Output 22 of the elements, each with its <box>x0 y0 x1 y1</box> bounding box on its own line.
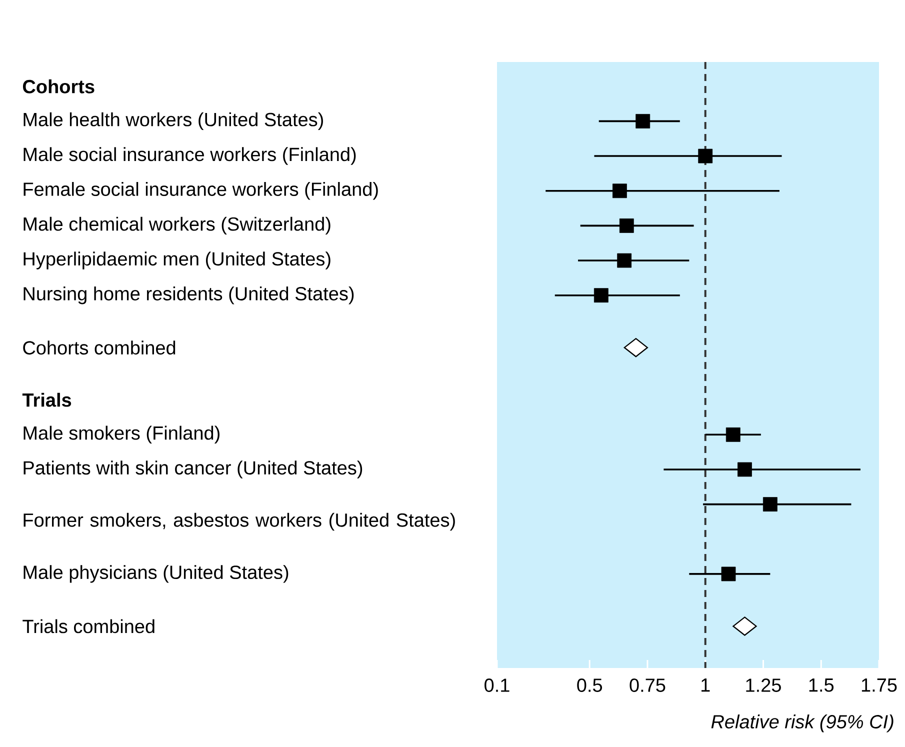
y-tick-label: Patients with skin cancer (United States) <box>24 460 362 478</box>
x-tick-label: 1.75 <box>862 678 897 692</box>
x-tick-label: 1.5 <box>809 678 834 692</box>
y-tick-label: Female social insurance workers (Finland) <box>24 182 378 200</box>
x-tick-label: 1 <box>702 678 710 692</box>
y-tick-label: Male social insurance workers (Finland) <box>24 147 356 165</box>
x-tick-label: 1.25 <box>746 678 781 692</box>
x-tick-label: 0.75 <box>630 678 666 692</box>
y-tick-label: Former smokers, asbestos workers (United States) <box>24 512 455 531</box>
y-tick-label: Trials <box>22 392 72 407</box>
y-tick-label: Hyperlipidaemic men (United States) <box>24 252 330 270</box>
y-tick-label: Cohorts combined <box>23 340 176 355</box>
y-tick-label: Male smokers (Finland) <box>24 426 220 444</box>
y-tick-label: Male chemical workers (Switzerland) <box>24 216 330 235</box>
y-tick-label: Nursing home residents (United States) <box>24 286 354 304</box>
x-tick-label: 0.5 <box>577 678 602 692</box>
x-axis-title: Relative risk (95% CI) <box>711 714 894 732</box>
y-tick-label: Male health workers (United States) <box>24 112 323 130</box>
y-tick-label: Male physicians (United States) <box>24 565 288 583</box>
y-tick-label: Trials combined <box>22 619 154 634</box>
y-tick-label: Cohorts <box>22 79 94 94</box>
x-tick-label: 0.1 <box>484 678 510 692</box>
